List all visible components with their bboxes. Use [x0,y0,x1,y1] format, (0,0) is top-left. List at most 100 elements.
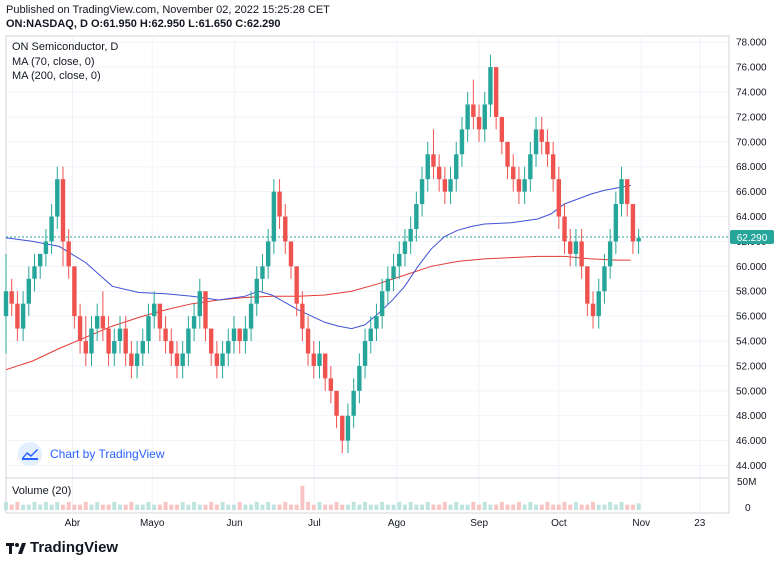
price-tick-label: 64.000 [736,212,767,223]
candle-body [602,266,607,292]
volume-bar [385,504,390,510]
volume-bar [66,501,71,510]
legend-ma70[interactable]: MA (70, close, 0) [12,56,95,68]
candle-body [442,179,448,192]
volume-bar [334,501,339,510]
candle-body [248,303,254,329]
candle-body [174,353,180,366]
candle-body [89,328,94,354]
volume-bar [397,501,402,510]
candle-body [220,353,225,366]
volume-bar [311,504,316,510]
candle-body [488,67,493,105]
volume-bar [123,504,128,510]
candle-body [186,328,191,354]
candle-body [391,266,396,279]
ma70-line [5,184,631,330]
volume-bar [197,504,202,510]
volume-bar [579,504,584,510]
candle-body [465,104,470,130]
candle-body [100,316,106,329]
volume-bar [260,504,265,510]
candle-body [528,154,533,180]
volume-bar [442,501,447,510]
volume-bar [243,504,248,510]
candle-body [254,278,259,304]
footer-logo[interactable]: TradingView [6,539,118,556]
volume-bar [266,501,271,510]
volume-bar [636,503,641,510]
chart-by-tradingview-badge[interactable]: Chart by TradingView [16,442,165,466]
volume-bar [300,485,305,510]
volume-bar [505,504,510,510]
volume-bar [317,501,322,510]
volume-bar [112,501,117,510]
volume-bar [32,501,37,510]
candle-body [522,179,527,192]
candle-body [94,316,100,329]
candle-body [362,341,368,366]
candle-body [419,179,425,205]
volume-bar [482,501,487,510]
volume-bar [95,501,100,510]
candle-body [157,303,163,329]
price-tick-label: 74.000 [736,88,767,99]
volume-bar [448,504,453,510]
volume-bar [602,504,607,510]
volume-legend[interactable]: Volume (20) [12,485,72,497]
volume-bar [499,501,504,510]
candle-body [43,241,49,254]
volume-bar [368,504,373,510]
volume-bar [562,501,567,510]
volume-bar [180,501,185,510]
candle-body [277,191,282,217]
candle-body [15,303,20,329]
time-tick-label: Abr [65,518,81,529]
time-tick-label: Sep [470,518,488,529]
legend-ma200[interactable]: MA (200, close, 0) [12,70,101,82]
volume-bar [135,504,140,510]
candle-body [402,241,408,254]
volume-bar [237,501,242,510]
candle-body [140,341,145,354]
candle-body [334,390,339,416]
volume-bar [323,504,328,510]
candle-body [112,341,117,354]
candle-body [123,328,128,354]
ohlc-values: O:61.950 H:62.950 L:61.650 C:62.290 [90,18,281,30]
last-price-tag: 62.290 [730,230,774,244]
tradingview-cloud-icon [18,442,42,466]
candle-body [191,316,197,329]
volume-bar [55,501,60,510]
candle-body [545,141,550,155]
volume-bar [106,504,111,510]
price-tick-label: 70.000 [736,137,767,148]
candle-body [607,241,613,267]
time-tick-label: Ago [388,518,406,529]
volume-bar [254,501,259,510]
volume-bar [459,504,464,510]
candle-body [288,241,294,267]
candle-body [379,291,385,317]
volume-bar [157,504,162,510]
candle-body [471,104,476,117]
volume-bar [117,504,122,510]
price-chart[interactable]: 44.000 46.000 48.000 50.000 52.000 54.000 56.0… [0,0,781,539]
volume-bar [146,501,151,510]
volume-bar [625,504,630,510]
volume-bar [288,504,293,510]
candle-body [20,303,26,329]
volume-bar [454,501,459,510]
candles [3,54,641,454]
volume-bar [420,504,425,510]
time-tick-label: Jun [227,518,243,529]
volume-bar [306,501,311,510]
price-tick-label: 72.000 [736,112,767,123]
candle-body [271,191,277,242]
candle-body [322,353,328,379]
candle-body [203,291,208,329]
candle-body [106,328,111,354]
volume-bar [511,504,516,510]
candle-body [60,179,66,242]
candle-body [579,241,584,267]
